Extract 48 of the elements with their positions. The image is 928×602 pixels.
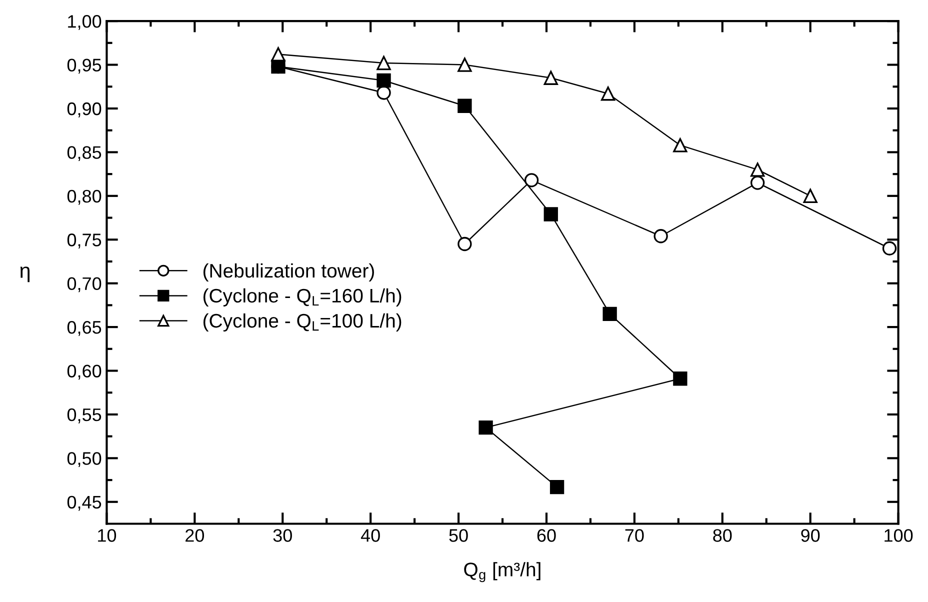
- legend-label: (Cyclone - Q$_{L}$=100 L/h): [203, 313, 402, 332]
- y-tick-label: 0,50: [67, 452, 102, 468]
- x-tick-label: 10: [98, 529, 116, 542]
- point: [376, 73, 391, 88]
- point: [544, 70, 558, 85]
- point: [458, 236, 472, 252]
- point: [458, 98, 472, 113]
- x-tick-label: 70: [625, 529, 644, 542]
- x-tick-label: 40: [360, 529, 380, 542]
- point: [673, 138, 688, 152]
- point: [882, 241, 897, 256]
- legend-label: (Nebulization tower): [203, 263, 374, 282]
- point: [673, 372, 688, 386]
- y-tick-label: 0,75: [67, 234, 102, 248]
- y-tick-label: 0,60: [67, 364, 102, 380]
- x-tick-label: 30: [273, 529, 292, 542]
- point: [271, 47, 286, 62]
- y-tick-label: 0,85: [67, 146, 102, 162]
- point: [600, 86, 616, 101]
- point: [544, 207, 558, 222]
- point: [750, 162, 765, 177]
- y-tick-label: 0,95: [67, 58, 102, 74]
- point: [550, 480, 564, 494]
- x-tick-label: 90: [801, 529, 820, 542]
- y-tick-label: 0,80: [67, 190, 102, 205]
- x-tick-label: 80: [713, 529, 732, 542]
- point: [458, 58, 472, 72]
- y-tick-label: 0,70: [67, 277, 102, 292]
- x-tick-label: 50: [449, 529, 468, 542]
- x-axis-title: Q$_{g}$ [m³/h]: [464, 562, 540, 582]
- point: [750, 176, 765, 190]
- y-tick-label: 0,65: [67, 320, 102, 336]
- point: [803, 188, 818, 203]
- legend-label: (Cyclone - Q$_{L}$=160 L/h): [203, 288, 402, 306]
- point: [654, 229, 668, 244]
- y-tick-label: 0,55: [67, 408, 102, 424]
- y-axis-title: η: [20, 266, 30, 282]
- y-tick-label: 0,90: [67, 102, 102, 118]
- point: [376, 86, 391, 100]
- x-tick-label: 60: [537, 529, 556, 542]
- y-tick-label: 0,45: [67, 496, 102, 511]
- point: [602, 306, 617, 322]
- point: [478, 420, 493, 435]
- point: [376, 56, 391, 70]
- point: [524, 173, 539, 188]
- y-tick-label: 1,00: [68, 15, 102, 30]
- x-tick-label: 20: [186, 529, 204, 542]
- x-tick-label: 100: [884, 529, 913, 542]
